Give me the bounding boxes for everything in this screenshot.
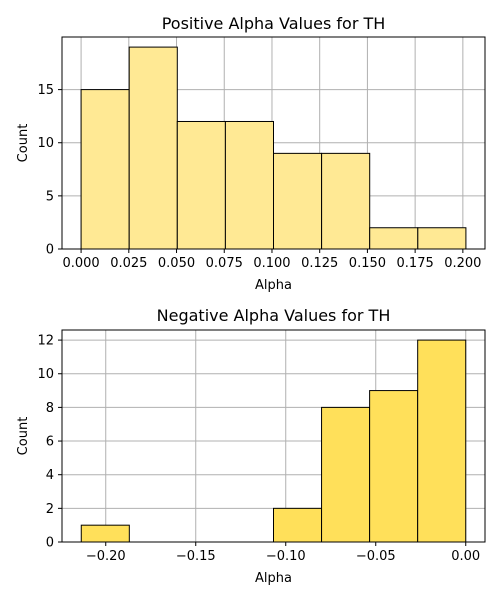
y-tick-label: 5 — [46, 189, 54, 204]
histogram-bar — [321, 152, 371, 250]
x-tick-label: −0.15 — [176, 549, 216, 564]
histogram-bar — [417, 227, 467, 250]
x-axis-label: Alpha — [255, 278, 292, 293]
y-tick-label: 10 — [37, 136, 54, 151]
x-tick-label: 0.200 — [444, 256, 481, 271]
histogram-bar — [369, 227, 419, 250]
x-tick-label: 0.150 — [349, 256, 386, 271]
x-tick-label: −0.05 — [356, 549, 396, 564]
y-tick-label: 8 — [46, 401, 54, 416]
histogram-bar — [128, 46, 178, 250]
histogram-bar — [273, 507, 323, 543]
y-tick-label: 6 — [46, 435, 54, 450]
positive-alpha-histogram: Positive Alpha Values for TH 0.000 0.025 0… — [16, 14, 486, 293]
plot-frame — [61, 329, 486, 543]
x-tick-label: 0.175 — [397, 256, 434, 271]
y-tick-label: 10 — [37, 367, 54, 382]
chart-title: Positive Alpha Values for TH — [162, 14, 386, 33]
histogram-bar — [176, 120, 226, 250]
x-tick-label: 0.075 — [206, 256, 243, 271]
histogram-bar — [417, 339, 467, 543]
histogram-bar — [224, 120, 274, 250]
histogram-bar — [321, 406, 371, 543]
negative-alpha-histogram: Negative Alpha Values for TH −0.20 −0.15 −… — [16, 306, 486, 586]
y-axis-label: Count — [16, 417, 31, 456]
x-tick-label: 0.050 — [158, 256, 195, 271]
x-tick-label: 0.100 — [253, 256, 290, 271]
y-tick-label: 4 — [46, 468, 54, 483]
histogram-bar — [80, 89, 130, 250]
y-tick-label: 15 — [37, 83, 54, 98]
x-tick-label: −0.10 — [266, 549, 306, 564]
y-tick-label: 0 — [46, 243, 54, 258]
x-tick-label: −0.20 — [86, 549, 126, 564]
histogram-bar — [80, 524, 130, 543]
x-tick-label: 0.025 — [110, 256, 147, 271]
chart-title: Negative Alpha Values for TH — [157, 306, 391, 325]
y-tick-label: 2 — [46, 502, 54, 517]
y-axis-label: Count — [16, 124, 31, 163]
x-tick-label: 0.00 — [451, 549, 480, 564]
histogram-bar — [273, 152, 323, 250]
histogram-bar — [369, 390, 419, 543]
y-tick-label: 0 — [46, 536, 54, 551]
x-axis-label: Alpha — [255, 571, 292, 586]
x-tick-label: 0.125 — [301, 256, 338, 271]
x-tick-label: 0.000 — [62, 256, 99, 271]
y-tick-label: 12 — [37, 334, 54, 349]
